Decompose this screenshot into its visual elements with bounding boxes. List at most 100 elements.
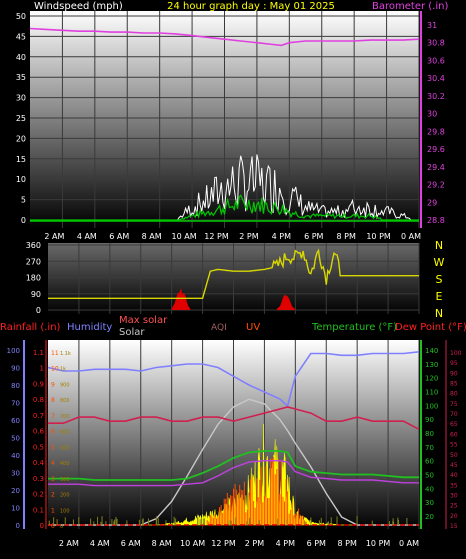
windspeed-axis-title: Windspeed (mph) bbox=[34, 1, 123, 12]
solar-legend: Solar bbox=[119, 327, 145, 338]
dewpoint-legend: Dew Point (°F) bbox=[395, 322, 466, 333]
uv-tick-label: 6 bbox=[51, 429, 55, 436]
humidity-tick-label: 100 bbox=[7, 347, 20, 355]
temperature-tick-label: 20 bbox=[425, 513, 434, 521]
barometer-tick-label: 30 bbox=[427, 110, 437, 119]
solar-tick-label: 200 bbox=[60, 493, 70, 499]
x-tick-label: 10 AM bbox=[172, 232, 197, 241]
dewpoint-tick-label: 65 bbox=[450, 421, 458, 428]
solar-tick-label: 900 bbox=[60, 382, 70, 388]
rainfall-tick-label: 0.7 bbox=[33, 412, 44, 420]
humidity-tick-label: 60 bbox=[11, 417, 20, 425]
uv-tick-label: 3 bbox=[51, 476, 55, 483]
direction-panel-grid bbox=[48, 243, 420, 314]
x-tick-label: 10 PM bbox=[366, 539, 391, 548]
lower-panel-axes: 2 AM 4 AM 6 AM 8 AM 10 AM 12 PM 2 PM 4 PM 6 PM 8 … bbox=[7, 340, 462, 548]
barometer-tick-label: 30.2 bbox=[427, 92, 445, 101]
solar-tick-label: 800 bbox=[60, 398, 70, 404]
x-tick-label: 2 PM bbox=[245, 539, 264, 548]
x-tick-label: 6 AM bbox=[109, 232, 129, 241]
wind-panel-grid bbox=[30, 11, 420, 228]
direction-tick-label: 180 bbox=[26, 274, 41, 283]
humidity-tick-label: 40 bbox=[11, 452, 20, 460]
uv-tick-label: 9 bbox=[51, 381, 55, 388]
humidity-legend: Humidity bbox=[67, 322, 112, 333]
temperature-tick-label: 70 bbox=[425, 444, 434, 452]
dewpoint-tick-label: 60 bbox=[450, 431, 458, 438]
rainfall-tick-label: 1 bbox=[40, 365, 44, 373]
barometer-tick-label: 29.6 bbox=[427, 145, 445, 154]
x-tick-label: 12 PM bbox=[204, 232, 229, 241]
aqi-legend: AQI bbox=[211, 323, 227, 333]
windspeed-tick-label: 10 bbox=[16, 175, 26, 184]
direction-tick-label: 360 bbox=[26, 241, 41, 250]
x-tick-label: 12 PM bbox=[211, 539, 236, 548]
x-tick-label: 4 AM bbox=[77, 232, 97, 241]
x-tick-label: 6 PM bbox=[304, 232, 323, 241]
dewpoint-tick-label: 55 bbox=[450, 442, 458, 449]
uv-tick-label: 5 bbox=[51, 444, 55, 451]
dewpoint-tick-label: 20 bbox=[450, 513, 458, 520]
dewpoint-tick-label: 75 bbox=[450, 401, 458, 408]
compass-label: S bbox=[436, 273, 443, 286]
x-tick-label: 2 PM bbox=[239, 232, 258, 241]
dewpoint-tick-label: 90 bbox=[450, 370, 458, 377]
rainfall-tick-label: 0.9 bbox=[33, 380, 44, 388]
solar-tick-label: 1k bbox=[60, 367, 66, 373]
x-tick-label: 4 AM bbox=[90, 539, 110, 548]
windspeed-tick-label: 50 bbox=[16, 12, 26, 21]
uv-tick-label: 7 bbox=[51, 413, 55, 420]
compass-label: N bbox=[435, 239, 443, 252]
barometer-tick-label: 30.6 bbox=[427, 56, 445, 65]
windspeed-tick-label: 0 bbox=[21, 216, 26, 225]
dewpoint-tick-label: 85 bbox=[450, 381, 458, 388]
direction-tick-label: 90 bbox=[31, 290, 41, 299]
temperature-tick-label: 40 bbox=[425, 485, 434, 493]
humidity-line bbox=[47, 351, 420, 408]
wind-direction-line bbox=[48, 248, 419, 299]
direction-tick-label: 270 bbox=[26, 257, 41, 266]
uv-tick-label: 10 bbox=[51, 366, 59, 373]
uv-legend: UV bbox=[246, 322, 260, 333]
windspeed-tick-label: 15 bbox=[16, 155, 26, 164]
x-tick-label: 10 PM bbox=[366, 232, 391, 241]
dewpoint-tick-label: 30 bbox=[450, 492, 458, 499]
uv-tick-label: 2 bbox=[51, 492, 55, 499]
barometer-tick-label: 28.8 bbox=[427, 216, 445, 225]
humidity-tick-label: 80 bbox=[11, 382, 20, 390]
temperature-tick-label: 120 bbox=[425, 375, 438, 383]
solar-tick-label: 500 bbox=[60, 445, 70, 451]
barometer-tick-label: 29.2 bbox=[427, 181, 445, 190]
heat-index-line bbox=[48, 460, 419, 487]
uv-tick-label: 8 bbox=[51, 397, 55, 404]
max-solar-legend: Max solar bbox=[119, 315, 168, 326]
rainfall-legend: Rainfall (.in) bbox=[0, 322, 61, 333]
dewpoint-tick-label: 100 bbox=[450, 350, 462, 357]
humidity-tick-label: 30 bbox=[11, 470, 20, 478]
temperature-tick-label: 30 bbox=[425, 499, 434, 507]
lower-panel-grid bbox=[78, 340, 420, 529]
direction-panel-series bbox=[48, 248, 419, 310]
solar-tick-label: 100 bbox=[60, 508, 70, 514]
wind-gust-line bbox=[30, 194, 419, 221]
rainfall-tick-label: 0.1 bbox=[33, 506, 44, 514]
humidity-tick-label: 70 bbox=[11, 400, 20, 408]
barometer-tick-label: 30.4 bbox=[427, 74, 445, 83]
x-tick-label: 8 PM bbox=[337, 539, 356, 548]
humidity-tick-label: 0 bbox=[16, 522, 20, 530]
temperature-tick-label: 140 bbox=[425, 347, 438, 355]
chart-title: 24 hour graph day : May 01 2025 bbox=[167, 1, 335, 12]
solar-tick-label: 1.1k bbox=[60, 351, 71, 357]
direction-tick-label: 0 bbox=[36, 306, 41, 315]
barometer-tick-label: 29 bbox=[427, 198, 437, 207]
temperature-tick-label: 50 bbox=[425, 472, 434, 480]
solar-tick-label: 300 bbox=[60, 477, 70, 483]
uv-tick-label: 11 bbox=[51, 350, 59, 357]
temperature-line bbox=[48, 450, 419, 481]
temperature-tick-label: 110 bbox=[425, 389, 438, 397]
dewpoint-tick-label: 35 bbox=[450, 482, 458, 489]
lower-panel-series bbox=[47, 351, 420, 526]
dewpoint-tick-label: 15 bbox=[450, 523, 458, 530]
solar-tick-label: 0 bbox=[60, 524, 63, 530]
